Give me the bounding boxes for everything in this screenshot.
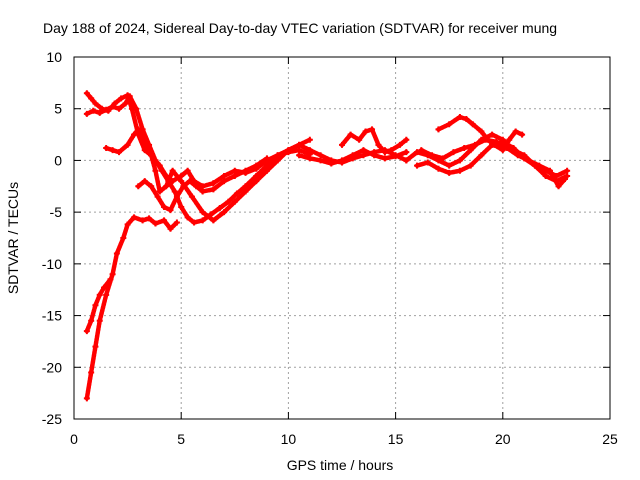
chart-title: Day 188 of 2024, Sidereal Day-to-day VTE… <box>43 20 557 36</box>
data-point <box>519 131 526 138</box>
data-point-run <box>457 147 473 163</box>
y-tick-label: -25 <box>42 411 62 427</box>
data-point-run <box>93 318 102 349</box>
data-point-run <box>211 178 227 192</box>
x-axis-label: GPS time / hours <box>287 457 394 473</box>
data-point-run <box>404 149 420 163</box>
series-track-12 <box>418 136 568 190</box>
data-point-run <box>221 199 238 215</box>
y-tick-label: 5 <box>54 101 62 117</box>
data-point-run <box>168 194 180 213</box>
data-point-run <box>479 142 495 158</box>
data-point <box>306 136 313 143</box>
series-track-7 <box>296 147 410 167</box>
data-point-run <box>264 158 280 174</box>
data-point-run <box>243 178 259 194</box>
data-point-run <box>153 168 163 194</box>
data-point <box>564 167 571 174</box>
series-track-6 <box>135 155 270 214</box>
y-tick-label: -5 <box>50 204 63 220</box>
data-points <box>83 90 571 402</box>
data-point-run <box>142 137 154 158</box>
x-tick-label: 0 <box>70 431 78 447</box>
data-point-run <box>168 220 180 231</box>
data-point <box>403 136 410 143</box>
data-point-run <box>253 163 270 179</box>
data-point <box>263 155 270 162</box>
x-axis-ticks: 0 5 10 15 20 25 <box>70 57 618 447</box>
data-point-run <box>253 156 270 168</box>
x-tick-label: 20 <box>495 431 511 447</box>
data-point-run <box>84 370 94 401</box>
data-point-run <box>253 168 270 184</box>
data-point-run <box>97 292 109 323</box>
plot-border <box>73 56 611 420</box>
data-point <box>561 176 568 183</box>
plot-area <box>74 57 610 419</box>
data-point <box>564 172 571 179</box>
y-axis-label: SDTVAR / TECUs <box>5 182 21 294</box>
data-point-run <box>136 132 148 153</box>
data-point-run <box>127 94 139 111</box>
series-track-2 <box>83 276 114 335</box>
series-track-5 <box>103 126 313 190</box>
y-tick-label: -15 <box>42 308 62 324</box>
data-point-run <box>101 277 113 290</box>
x-tick-label: 25 <box>602 431 618 447</box>
data-point <box>403 149 410 156</box>
data-point <box>173 219 180 226</box>
y-tick-label: -20 <box>42 359 62 375</box>
data-point-run <box>114 235 126 256</box>
data-point-run <box>211 209 227 223</box>
data-point-run <box>547 168 561 189</box>
data-point-run <box>110 251 120 277</box>
data-point <box>107 276 114 283</box>
grid-lines <box>74 57 610 419</box>
y-tick-label: 10 <box>46 49 62 65</box>
data-point-run <box>532 163 548 179</box>
series-track-8 <box>339 126 410 156</box>
data-point-run <box>556 176 568 189</box>
x-tick-label: 15 <box>388 431 404 447</box>
data-point-run <box>189 194 205 215</box>
data-point-run <box>468 153 484 168</box>
series-track-1 <box>83 214 180 402</box>
data-point-run <box>243 173 259 189</box>
data-point-run <box>133 106 145 132</box>
y-tick-label: -10 <box>42 256 62 272</box>
x-tick-label: 10 <box>281 431 297 447</box>
data-point-run <box>88 344 98 375</box>
y-axis-ticks: 10 5 0 -5 -10 -15 -20 -25 <box>42 49 610 427</box>
data-point-run <box>232 189 248 205</box>
x-tick-label: 5 <box>177 431 185 447</box>
data-point-run <box>369 127 381 148</box>
y-tick-label: 0 <box>54 152 62 168</box>
